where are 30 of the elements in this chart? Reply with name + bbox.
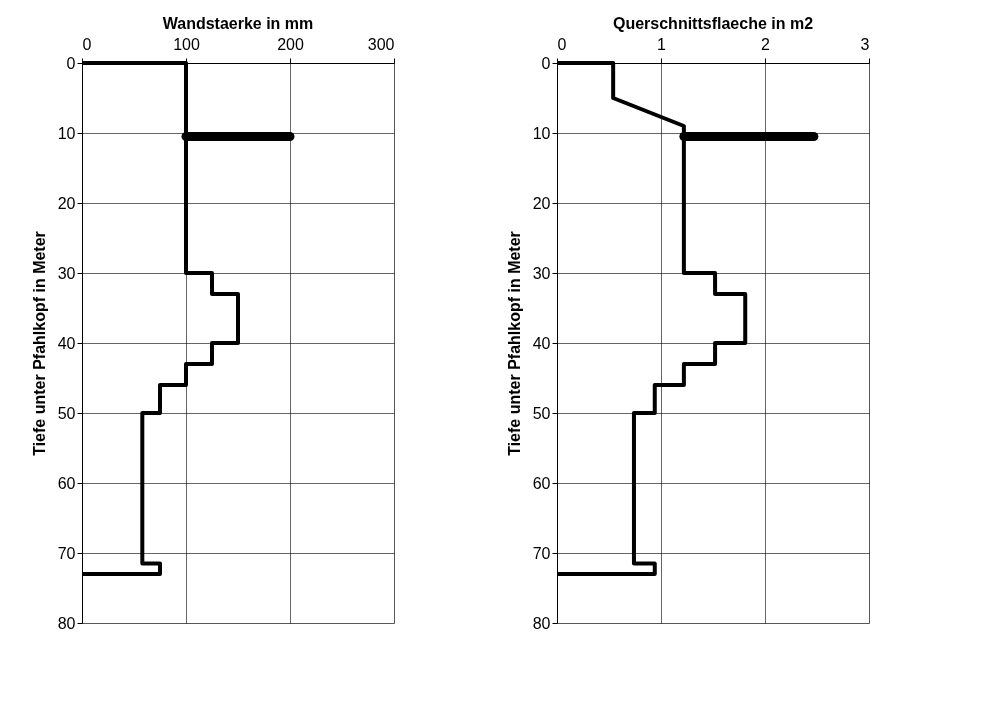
- x-tick-label: 2: [761, 35, 771, 53]
- y-tick-label: 20: [532, 194, 551, 212]
- y-tick-label: 0: [66, 54, 76, 72]
- y-tick-label: 80: [57, 614, 76, 632]
- chart-title: Querschnittsflaeche in m2: [612, 15, 814, 32]
- x-tick-label: 300: [367, 35, 395, 53]
- y-tick-label: 70: [57, 544, 76, 562]
- x-tick-label: 0: [557, 35, 567, 53]
- chart-title: Wandstaerke in mm: [162, 15, 314, 32]
- x-tick-label: 100: [173, 35, 200, 53]
- y-tick-label: 40: [57, 334, 76, 352]
- y-tick-label: 80: [532, 614, 551, 632]
- x-tick-label: 3: [860, 35, 870, 53]
- y-tick-label: 0: [541, 54, 551, 72]
- y-tick-label: 10: [57, 124, 76, 142]
- y-tick-label: 10: [532, 124, 551, 142]
- y-tick-label: 30: [532, 264, 551, 282]
- y-tick-label: 60: [57, 474, 76, 492]
- x-tick-label: 0: [82, 35, 92, 53]
- y-tick-label: 70: [532, 544, 551, 562]
- y-axis-title: Tiefe unter Pfahlkopf in Meter: [30, 231, 48, 456]
- y-tick-label: 30: [57, 264, 76, 282]
- y-tick-label: 60: [532, 474, 551, 492]
- x-tick-label: 200: [277, 35, 304, 53]
- y-tick-label: 50: [532, 404, 551, 422]
- x-tick-label: 1: [657, 35, 667, 53]
- y-tick-label: 50: [57, 404, 76, 422]
- y-tick-label: 40: [532, 334, 551, 352]
- y-tick-label: 20: [57, 194, 76, 212]
- y-axis-title: Tiefe unter Pfahlkopf in Meter: [505, 231, 523, 456]
